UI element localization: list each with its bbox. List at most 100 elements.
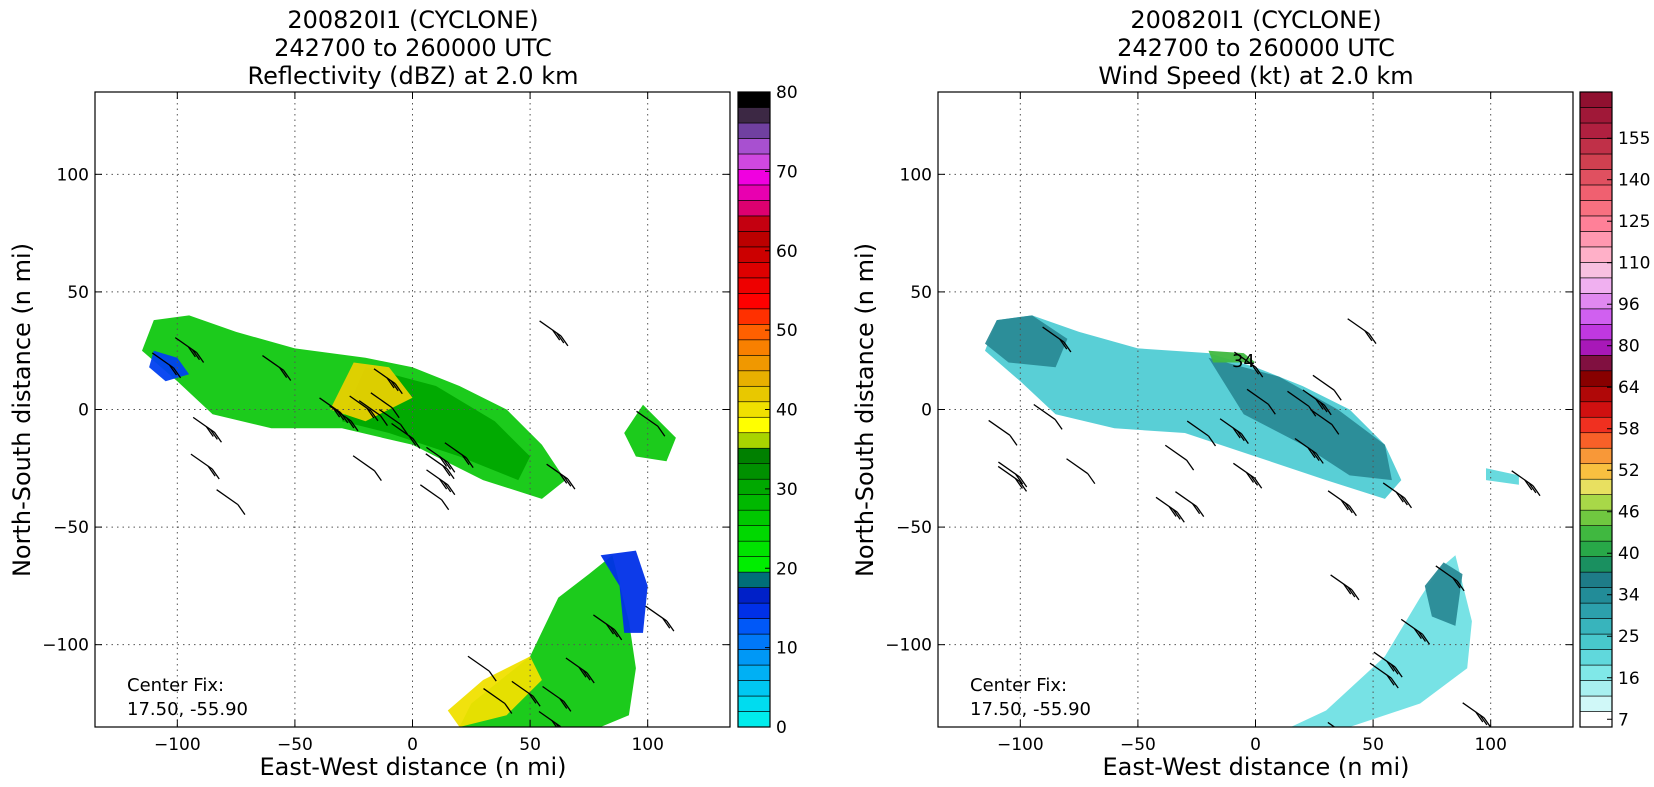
colorbar-swatch-17 (1579, 447, 1613, 465)
colorbar-swatch-13 (737, 509, 771, 526)
colorbar-tick-label-8: 80 (776, 83, 798, 103)
left-center-fix-value: 17.50, -55.90 (127, 699, 248, 720)
colorbar-swatch-17 (737, 447, 771, 465)
y-tick-label-0: −100 (885, 636, 932, 656)
field-region-7 (1208, 350, 1256, 363)
colorbar-swatch-18 (737, 432, 771, 449)
wind-barb-15 (1246, 388, 1276, 415)
colorbar-swatch-23 (1579, 354, 1613, 372)
y-tick-label-2: 0 (921, 401, 932, 421)
colorbar-swatch-8 (1579, 587, 1613, 604)
wind-barb-10 (216, 489, 246, 515)
wind-barb-4 (391, 422, 421, 449)
wind-barb-6 (419, 484, 450, 511)
y-tick-label-0: −100 (42, 636, 89, 656)
wind-barb-2 (1294, 437, 1324, 464)
wind-barb-29 (511, 680, 541, 707)
field-region-8 (600, 550, 648, 633)
colorbar-swatch-22 (737, 370, 771, 387)
left-title-line-3: Reflectivity (dBZ) at 2.0 km (248, 62, 579, 90)
colorbar-swatch-37 (737, 138, 771, 155)
colorbar-swatch-30 (737, 246, 771, 263)
colorbar-swatch-14 (737, 494, 771, 511)
colorbar-swatch-13 (1579, 509, 1613, 526)
colorbar-swatch-9 (1579, 571, 1613, 588)
colorbar-swatch-24 (737, 339, 771, 356)
colorbar-tick-label-0: 0 (776, 718, 787, 738)
left-x-axis-label: East-West distance (n mi) (259, 753, 566, 781)
colorbar-tick-label-6: 60 (776, 242, 798, 262)
right-colorbar: 7 16 25 34 40 46 52 58 64 80 96 110 125 140 155 (1579, 91, 1650, 730)
wind-barb-0 (988, 419, 1018, 446)
colorbar-swatch-14 (1579, 494, 1613, 511)
colorbar-swatch-29 (1579, 262, 1613, 279)
colorbar-swatch-28 (737, 277, 771, 294)
wind-barb-8 (1164, 444, 1195, 471)
colorbar-swatch-35 (1579, 169, 1613, 186)
wind-barb-11 (539, 320, 569, 347)
colorbar-swatch-21 (1579, 385, 1613, 403)
wind-barb-27 (1327, 721, 1336, 727)
colorbar-swatch-6 (1579, 618, 1613, 635)
left-colorbar: 0 10 20 30 40 50 60 70 80 (737, 83, 798, 738)
y-tick-label-1: −50 (53, 518, 89, 538)
wind-barb-9 (378, 408, 409, 435)
x-tick-label-1: −50 (277, 735, 313, 755)
colorbar-swatch-39 (1579, 107, 1613, 124)
colorbar-tick-label-13: 140 (1618, 171, 1650, 191)
colorbar-swatch-21 (737, 385, 771, 403)
colorbar-swatch-15 (737, 478, 771, 495)
colorbar-swatch-38 (737, 122, 771, 139)
colorbar-swatch-39 (737, 107, 771, 124)
x-tick-label-3: 50 (519, 735, 541, 755)
colorbar-swatch-32 (737, 215, 771, 232)
field-region-3 (985, 315, 1068, 368)
colorbar-swatch-29 (737, 262, 771, 279)
wind-barb-22 (1462, 702, 1492, 727)
field-region-7 (447, 656, 542, 727)
left-axis-ticks: −100 −50 0 50 100 −100 −50 0 50 100 (42, 92, 730, 755)
y-tick-label-1: −50 (896, 518, 932, 538)
y-tick-label-3: 50 (910, 283, 932, 303)
wind-barb-13 (546, 463, 576, 490)
colorbar-swatch-27 (737, 293, 771, 310)
wind-barb-22 (636, 410, 666, 437)
y-tick-label-4: 100 (900, 165, 932, 185)
colorbar-swatch-26 (1579, 308, 1613, 325)
colorbar-tick-label-7: 70 (776, 162, 798, 182)
left-panel: 200820I1 (CYCLONE) 242700 to 260000 UTC … (8, 6, 798, 781)
y-tick-label-2: 0 (78, 401, 89, 421)
colorbar-swatch-1 (737, 695, 771, 712)
right-title-line-3: Wind Speed (kt) at 2.0 km (1098, 62, 1413, 90)
colorbar-tick-label-9: 80 (1618, 337, 1640, 357)
wind-barb-26 (483, 688, 513, 714)
right-y-axis-label: North-South distance (n mi) (851, 243, 879, 577)
x-tick-label-4: 100 (1474, 735, 1506, 755)
colorbar-frame (1579, 91, 1613, 728)
field-region-4 (1486, 468, 1519, 485)
colorbar-swatch-33 (1579, 200, 1613, 217)
wind-barb-0 (349, 395, 379, 422)
colorbar-swatch-0 (737, 711, 771, 728)
colorbar-tick-label-7: 58 (1618, 420, 1640, 440)
colorbar-swatch-33 (737, 200, 771, 217)
y-tick-label-4: 100 (57, 165, 89, 185)
colorbar-swatch-18 (1579, 432, 1613, 449)
colorbar-swatch-20 (1579, 401, 1613, 418)
wind-barb-21 (1511, 470, 1541, 497)
wind-barb-25 (593, 614, 623, 641)
right-x-axis-label: East-West distance (n mi) (1102, 753, 1409, 781)
colorbar-swatch-40 (737, 91, 771, 108)
colorbar-swatch-38 (1579, 122, 1613, 139)
colorbar-swatch-12 (737, 525, 771, 542)
wind-barb-1 (190, 453, 220, 480)
colorbar-swatch-27 (1579, 293, 1613, 310)
wind-barb-28 (1435, 565, 1465, 592)
right-grid (938, 92, 1573, 727)
colorbar-swatch-12 (1579, 525, 1613, 542)
colorbar-swatch-37 (1579, 138, 1613, 155)
wind-barb-8 (426, 469, 456, 496)
wind-barb-10 (1186, 420, 1217, 447)
colorbar-tick-label-5: 46 (1618, 503, 1640, 523)
wind-barb-7 (1233, 462, 1263, 489)
